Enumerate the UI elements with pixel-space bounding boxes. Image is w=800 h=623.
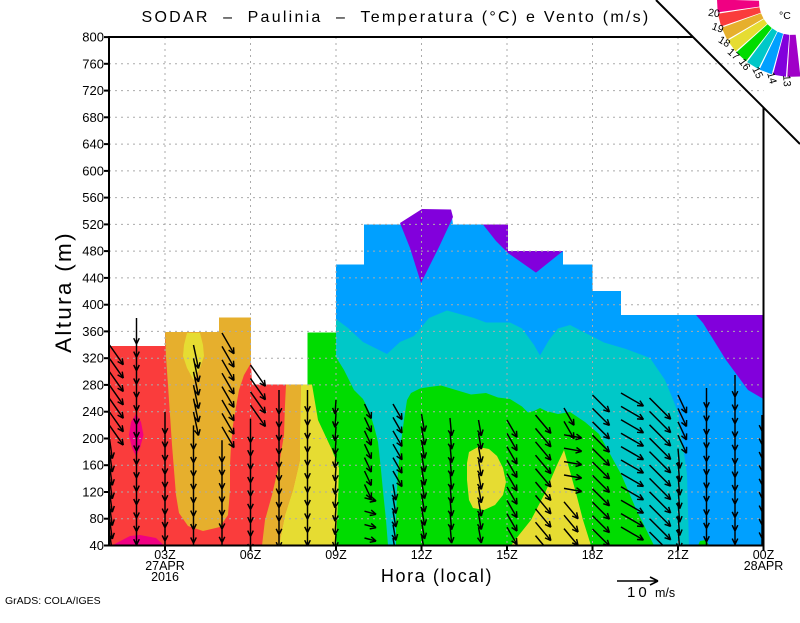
svg-text:19: 19 bbox=[710, 21, 725, 36]
svg-text:03Z: 03Z bbox=[154, 548, 176, 562]
svg-text:15: 15 bbox=[749, 65, 765, 81]
svg-text:520: 520 bbox=[82, 217, 104, 232]
svg-text:18Z: 18Z bbox=[582, 548, 604, 562]
svg-text:280: 280 bbox=[82, 377, 104, 392]
svg-text:°C: °C bbox=[779, 10, 791, 22]
svg-text:120: 120 bbox=[82, 485, 104, 500]
svg-text:21Z: 21Z bbox=[667, 548, 689, 562]
svg-text:480: 480 bbox=[82, 244, 104, 259]
svg-text:12Z: 12Z bbox=[411, 548, 433, 562]
svg-text:10: 10 bbox=[627, 584, 650, 601]
svg-text:680: 680 bbox=[82, 110, 104, 125]
svg-text:720: 720 bbox=[82, 83, 104, 98]
svg-text:160: 160 bbox=[82, 458, 104, 473]
svg-text:06Z: 06Z bbox=[240, 548, 262, 562]
svg-text:m/s: m/s bbox=[655, 586, 675, 600]
svg-text:20: 20 bbox=[707, 7, 720, 21]
svg-text:14: 14 bbox=[764, 71, 779, 86]
svg-text:18: 18 bbox=[716, 34, 732, 50]
svg-text:SODAR – Paulinia – Tempera: SODAR – Paulinia – Temperatura (°C) e Ve… bbox=[142, 9, 651, 26]
svg-text:15Z: 15Z bbox=[496, 548, 518, 562]
svg-text:2016: 2016 bbox=[151, 570, 179, 584]
svg-text:320: 320 bbox=[82, 351, 104, 366]
svg-text:00Z: 00Z bbox=[753, 548, 775, 562]
svg-text:800: 800 bbox=[82, 30, 104, 45]
svg-text:640: 640 bbox=[82, 137, 104, 152]
svg-text:760: 760 bbox=[82, 56, 104, 71]
svg-text:440: 440 bbox=[82, 270, 104, 285]
svg-text:28APR: 28APR bbox=[744, 559, 784, 573]
svg-text:200: 200 bbox=[82, 431, 104, 446]
svg-text:13: 13 bbox=[780, 75, 793, 88]
svg-text:360: 360 bbox=[82, 324, 104, 339]
svg-text:GrADS: COLA/IGES: GrADS: COLA/IGES bbox=[5, 595, 101, 607]
svg-text:240: 240 bbox=[82, 404, 104, 419]
svg-text:Altura (m): Altura (m) bbox=[51, 231, 76, 353]
svg-text:560: 560 bbox=[82, 190, 104, 205]
svg-text:80: 80 bbox=[90, 511, 104, 526]
svg-text:09Z: 09Z bbox=[325, 548, 347, 562]
svg-text:600: 600 bbox=[82, 163, 104, 178]
svg-text:27APR: 27APR bbox=[145, 559, 185, 573]
svg-text:40: 40 bbox=[90, 538, 104, 553]
svg-text:Hora (local): Hora (local) bbox=[381, 566, 493, 586]
svg-text:400: 400 bbox=[82, 297, 104, 312]
